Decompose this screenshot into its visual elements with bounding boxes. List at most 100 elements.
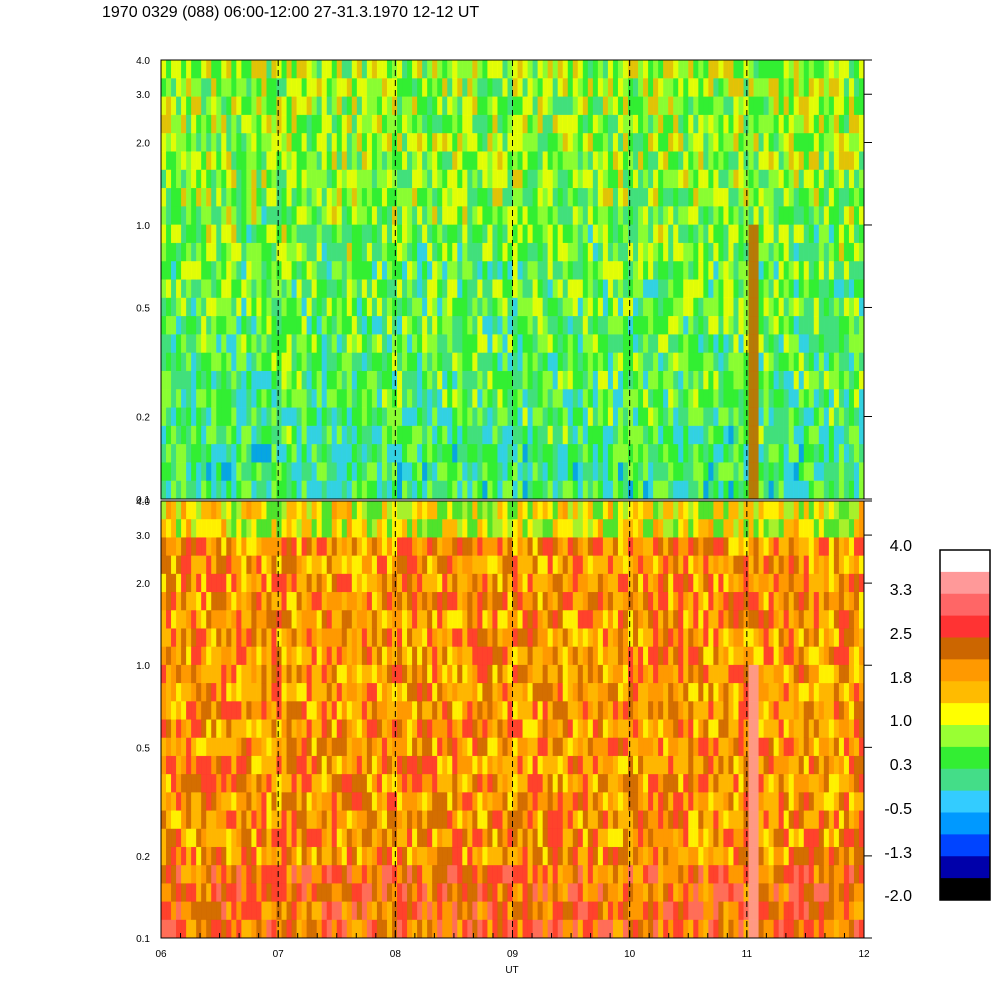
heatmap-cell [532, 188, 538, 207]
heatmap-cell [161, 719, 167, 739]
heatmap-cell [386, 444, 393, 463]
heatmap-cell [276, 188, 282, 207]
heatmap-cell [276, 425, 282, 445]
heatmap-cell [427, 683, 433, 702]
heatmap-cell [281, 883, 287, 902]
heatmap-cell [542, 78, 548, 97]
heatmap-cell [402, 206, 408, 225]
heatmap-cell [407, 883, 413, 902]
heatmap-cell [286, 444, 292, 463]
heatmap-cell [236, 755, 242, 775]
heatmap-cell [743, 96, 749, 116]
heatmap-cell [166, 114, 172, 134]
heatmap-cell [407, 407, 413, 427]
heatmap-cell [386, 810, 393, 830]
heatmap-cell [607, 425, 614, 445]
heatmap-cell [221, 407, 227, 427]
heatmap-cell [678, 279, 684, 299]
heatmap-cell [286, 755, 292, 775]
heatmap-cell [693, 96, 699, 116]
heatmap-cell [442, 683, 448, 702]
heatmap-cell [778, 133, 784, 152]
heatmap-cell [196, 60, 202, 79]
heatmap-cell [703, 407, 709, 427]
heatmap-cell [326, 810, 333, 830]
heatmap-cell [306, 501, 312, 520]
heatmap-cell [622, 78, 629, 97]
heatmap-cell [346, 480, 353, 500]
heatmap-cell [386, 828, 393, 848]
heatmap-cell [843, 370, 850, 390]
heatmap-cell [231, 683, 237, 702]
heatmap-cell [447, 883, 453, 902]
heatmap-cell [246, 316, 252, 335]
heatmap-cell [176, 555, 182, 575]
heatmap-cell [552, 407, 558, 427]
heatmap-cell [171, 501, 177, 520]
heatmap-cell [798, 96, 805, 116]
heatmap-cell [412, 846, 418, 866]
heatmap-cell [592, 114, 599, 134]
heatmap-cell [211, 407, 217, 427]
heatmap-cell [371, 919, 378, 939]
heatmap-cell [788, 297, 794, 317]
heatmap-cell [633, 444, 639, 463]
heatmap-cell [221, 501, 227, 520]
heatmap-cell [437, 316, 443, 335]
heatmap-cell [351, 755, 358, 775]
heatmap-cell [296, 352, 302, 372]
heatmap-cell [522, 480, 528, 500]
heatmap-cell [788, 224, 794, 244]
heatmap-cell [211, 425, 217, 445]
heatmap-cell [517, 261, 523, 280]
heatmap-cell [643, 425, 649, 445]
heatmap-cell [246, 828, 252, 848]
heatmap-cell [422, 519, 428, 538]
heatmap-cell [547, 261, 553, 280]
heatmap-cell [186, 78, 192, 97]
heatmap-cell [552, 242, 558, 262]
heatmap-cell [381, 480, 388, 500]
heatmap-cell [206, 683, 212, 702]
heatmap-cell [432, 96, 438, 116]
heatmap-cell [256, 664, 262, 684]
heatmap-cell [572, 242, 579, 262]
heatmap-cell [346, 701, 353, 720]
heatmap-cell [507, 389, 513, 408]
heatmap-cell [176, 60, 182, 79]
heatmap-cell [181, 883, 187, 902]
heatmap-cell [728, 334, 734, 353]
heatmap-cell [351, 279, 358, 299]
heatmap-cell [316, 206, 322, 225]
heatmap-cell [201, 774, 207, 793]
heatmap-cell [321, 297, 328, 317]
heatmap-cell [286, 188, 292, 207]
heatmap-cell [497, 279, 503, 299]
heatmap-cell [477, 701, 483, 720]
heatmap-cell [597, 352, 604, 372]
heatmap-cell [341, 480, 348, 500]
heatmap-cell [462, 646, 468, 666]
heatmap-cell [678, 114, 684, 134]
heatmap-cell [211, 519, 217, 538]
heatmap-cell [236, 96, 242, 116]
heatmap-cell [858, 316, 865, 335]
heatmap-cell [778, 316, 784, 335]
heatmap-cell [617, 188, 624, 207]
heatmap-cell [236, 901, 242, 921]
heatmap-cell [346, 646, 353, 666]
heatmap-cell [321, 78, 328, 97]
heatmap-cell [291, 407, 297, 427]
heatmap-cell [512, 425, 518, 445]
heatmap-cell [532, 316, 538, 335]
heatmap-cell [497, 480, 503, 500]
heatmap-cell [793, 316, 800, 335]
heatmap-cell [773, 78, 779, 97]
heatmap-cell [366, 425, 373, 445]
heatmap-cell [306, 133, 312, 152]
heatmap-cell [381, 610, 388, 629]
heatmap-cell [331, 664, 338, 684]
heatmap-cell [371, 224, 378, 244]
heatmap-cell [216, 480, 222, 500]
heatmap-cell [286, 664, 292, 684]
